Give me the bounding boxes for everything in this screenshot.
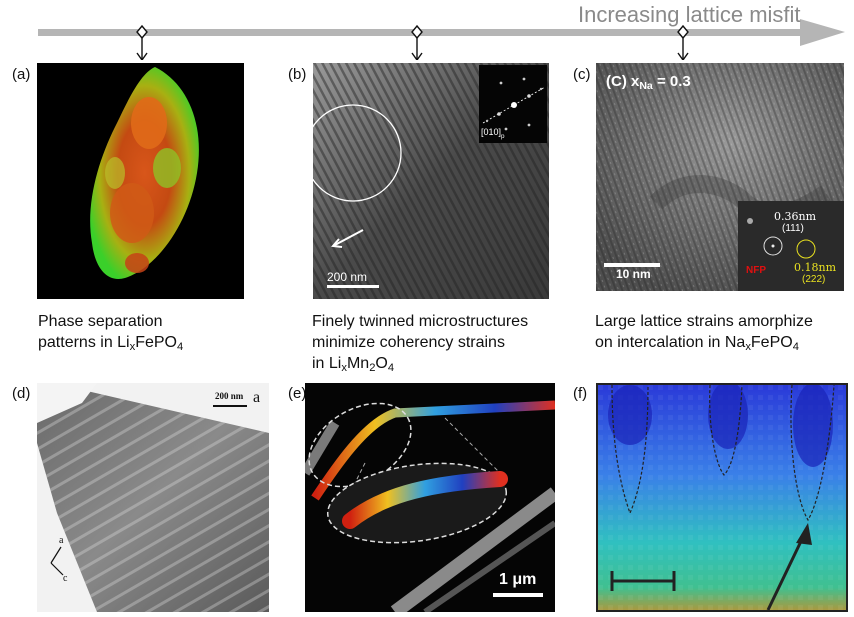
panel-c-inset-d2: 0.18nm bbox=[794, 261, 837, 274]
panel-c-label: (c) bbox=[573, 66, 591, 83]
panel-b-caption-line1: Finely twinned microstructures bbox=[312, 313, 529, 330]
panel-f-arrow bbox=[766, 534, 806, 610]
panel-c-caption: Large lattice strains amorphize on inter… bbox=[595, 311, 813, 353]
panel-b-arrow bbox=[332, 229, 364, 247]
marker-a bbox=[136, 24, 148, 60]
panel-d-corner-letter: a bbox=[253, 389, 261, 406]
panel-c-caption-line1: Large lattice strains amorphize bbox=[595, 313, 813, 330]
panel-d-axis-a-label: a bbox=[59, 535, 64, 546]
panel-b-image: 200 nm [010]p bbox=[313, 63, 549, 299]
panel-f-label: (f) bbox=[573, 385, 588, 402]
panel-e-scalebar-label: 1 μm bbox=[499, 571, 537, 588]
panel-b-circle-marker bbox=[313, 104, 402, 202]
panel-c-inset-tag: NFP bbox=[746, 265, 766, 276]
panel-e-image: 1 μm bbox=[305, 383, 555, 612]
misfit-arrow: Increasing lattice misfit bbox=[0, 0, 854, 60]
panel-d-axis-c-label: c bbox=[63, 573, 68, 584]
panel-a-caption: Phase separation patterns in LixFePO4 bbox=[38, 311, 183, 353]
panel-f-image bbox=[596, 383, 848, 612]
panel-b-caption-line3: in LixMn2O4 bbox=[312, 355, 395, 374]
panel-b-caption-line2: minimize coherency strains bbox=[312, 334, 505, 351]
panel-b-caption: Finely twinned microstructures minimize … bbox=[312, 311, 528, 374]
panel-e-label: (e) bbox=[288, 385, 307, 402]
panel-c-scalebar-label: 10 nm bbox=[616, 267, 651, 281]
panel-a-image bbox=[37, 63, 244, 299]
panel-c-inset-hkl1: (111) bbox=[782, 223, 804, 234]
misfit-arrow-head bbox=[800, 19, 845, 46]
panel-c-image: (C) xNa = 0.3 10 nm 0.36nm (111) NFP 0.1… bbox=[596, 63, 844, 291]
panel-d-scalebar-label: 200 nm bbox=[215, 391, 244, 401]
panel-c-inset-hkl2: (222) bbox=[802, 274, 826, 285]
panel-a-caption-line1: Phase separation bbox=[38, 313, 163, 330]
panel-c-title: (C) xNa = 0.3 bbox=[606, 73, 691, 92]
panel-b-inset: [010]p bbox=[479, 65, 547, 143]
panel-a-caption-line2: patterns in LixFePO4 bbox=[38, 334, 184, 353]
panel-d-label: (d) bbox=[12, 385, 31, 402]
panel-c-inset-d1: 0.36nm bbox=[774, 210, 817, 223]
marker-b bbox=[411, 24, 423, 60]
misfit-arrow-label: Increasing lattice misfit bbox=[578, 2, 801, 27]
panel-b-label: (b) bbox=[288, 66, 307, 83]
panel-b-inset-label: [010]p bbox=[481, 127, 505, 140]
panel-d-axis-a bbox=[50, 546, 62, 564]
marker-c bbox=[677, 24, 689, 60]
misfit-arrow-shaft bbox=[38, 29, 808, 36]
panel-b-scalebar bbox=[327, 285, 379, 288]
panel-b-scalebar-label: 200 nm bbox=[327, 270, 368, 284]
panel-c-scalebar bbox=[604, 263, 660, 267]
panel-d-image: 200 nm a a c bbox=[37, 383, 269, 612]
panel-d-scalebar bbox=[213, 405, 247, 407]
panel-e-scalebar bbox=[493, 593, 543, 597]
panel-d-axis-c bbox=[50, 562, 64, 576]
panel-a-label: (a) bbox=[12, 66, 31, 83]
panel-c-caption-line2: on intercalation in NaxFePO4 bbox=[595, 334, 799, 353]
panel-c-inset: 0.36nm (111) NFP 0.18nm (222) bbox=[738, 201, 844, 291]
